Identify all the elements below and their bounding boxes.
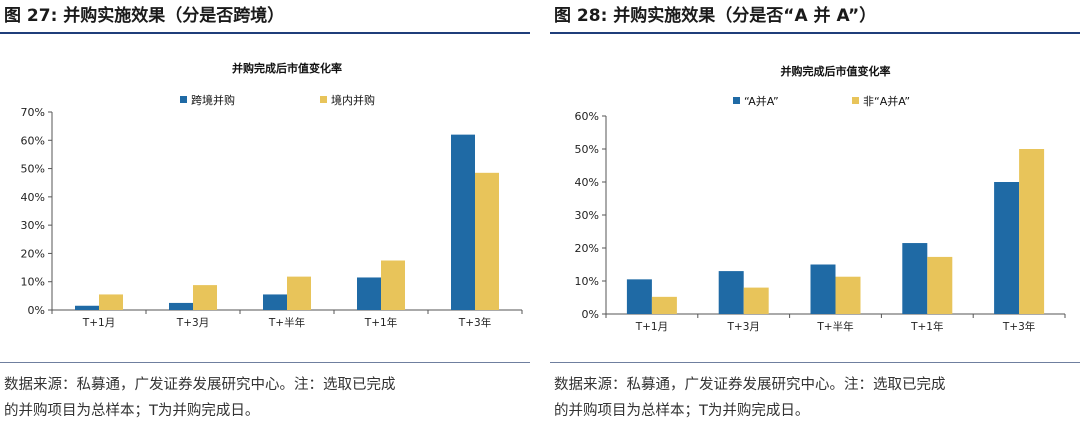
figure-title: 图 28: 并购实施效果（分是否“A 并 A”） xyxy=(554,6,877,26)
bar-series-b xyxy=(651,296,677,314)
bar-series-b xyxy=(381,260,405,310)
bar-chart-a-merge-a: 并购完成后市值变化率 “A并A” 非“A并A” 0% 10% 20% 30% 40% 50% 60… xyxy=(575,64,1066,333)
bar-series-a xyxy=(169,302,193,310)
legend-label: 非“A并A” xyxy=(863,94,910,108)
y-tick-label: 30% xyxy=(575,209,599,222)
source-rule xyxy=(550,362,1080,363)
y-tick-label: 60% xyxy=(21,134,45,147)
figure-28-panel: 图 28: 并购实施效果（分是否“A 并 A”） 并购完成后市值变化率 “A并A”… xyxy=(550,0,1080,429)
figure-title: 图 27: 并购实施效果（分是否跨境） xyxy=(4,6,285,26)
x-tick-label: T+半年 xyxy=(268,316,305,329)
bar-series-b xyxy=(287,276,311,310)
bar-series-b xyxy=(1019,149,1045,314)
bar-series-a xyxy=(810,264,836,314)
y-tick-label: 30% xyxy=(21,219,45,232)
legend-swatch xyxy=(320,96,327,103)
source-note: 数据来源：私募通，广发证券发展研究中心。注：选取已完成 的并购项目为总样本；T为… xyxy=(554,372,1074,424)
legend-label: “A并A” xyxy=(744,94,779,108)
y-tick-label: 0% xyxy=(28,304,45,317)
x-tick-label: T+1年 xyxy=(910,320,943,333)
bar-series-b xyxy=(475,172,499,310)
bar-series-b xyxy=(835,276,861,314)
x-tick-label: T+半年 xyxy=(816,320,853,333)
y-tick-label: 40% xyxy=(21,191,45,204)
legend-label: 跨境并购 xyxy=(191,93,235,107)
source-rule xyxy=(0,362,530,363)
bar-series-a xyxy=(994,182,1020,314)
y-tick-label: 0% xyxy=(582,308,599,321)
legend-swatch xyxy=(733,97,740,104)
legend-swatch xyxy=(852,97,859,104)
bar-series-a xyxy=(263,294,287,310)
title-rule xyxy=(0,32,530,34)
x-tick-label: T+1月 xyxy=(635,321,668,333)
y-tick-label: 10% xyxy=(21,276,45,289)
y-tick-label: 60% xyxy=(575,110,599,123)
bar-series-a xyxy=(626,279,652,314)
x-tick-label: T+3年 xyxy=(458,316,491,329)
source-line-1: 数据来源：私募通，广发证券发展研究中心。注：选取已完成 xyxy=(4,377,396,393)
chart-title: 并购完成后市值变化率 xyxy=(781,64,891,78)
source-note: 数据来源：私募通，广发证券发展研究中心。注：选取已完成 的并购项目为总样本；T为… xyxy=(4,372,524,424)
bar-series-a xyxy=(718,271,744,314)
x-tick-label: T+1年 xyxy=(364,316,397,329)
bar-series-b xyxy=(99,294,123,310)
figure-27-panel: 图 27: 并购实施效果（分是否跨境） 并购完成后市值变化率跨境并购 境内并购 0%… xyxy=(0,0,530,429)
y-tick-label: 20% xyxy=(21,247,45,260)
y-tick-label: 50% xyxy=(575,143,599,156)
x-tick-label: T+3月 xyxy=(176,317,209,329)
x-tick-label: T+3年 xyxy=(1002,320,1035,333)
source-line-1: 数据来源：私募通，广发证券发展研究中心。注：选取已完成 xyxy=(554,377,946,393)
bar-series-b xyxy=(927,256,953,314)
source-line-2: 的并购项目为总样本；T为并购完成日。 xyxy=(4,403,260,419)
y-tick-label: 20% xyxy=(575,242,599,255)
bar-series-b xyxy=(193,285,217,310)
bar-series-a xyxy=(357,277,381,310)
y-tick-label: 40% xyxy=(575,176,599,189)
bar-series-a xyxy=(75,305,99,310)
source-line-2: 的并购项目为总样本；T为并购完成日。 xyxy=(554,403,810,419)
y-tick-label: 70% xyxy=(21,106,45,119)
chart-title: 并购完成后市值变化率 xyxy=(232,61,342,75)
x-tick-label: T+3月 xyxy=(726,321,759,333)
legend-label: 境内并购 xyxy=(331,93,375,107)
title-rule xyxy=(550,32,1080,34)
bar-series-a xyxy=(451,134,475,310)
legend-swatch xyxy=(180,96,187,103)
bar-series-b xyxy=(743,287,769,314)
bar-series-a xyxy=(902,243,928,314)
y-tick-label: 10% xyxy=(575,275,599,288)
y-tick-label: 50% xyxy=(21,163,45,176)
x-tick-label: T+1月 xyxy=(82,317,115,329)
